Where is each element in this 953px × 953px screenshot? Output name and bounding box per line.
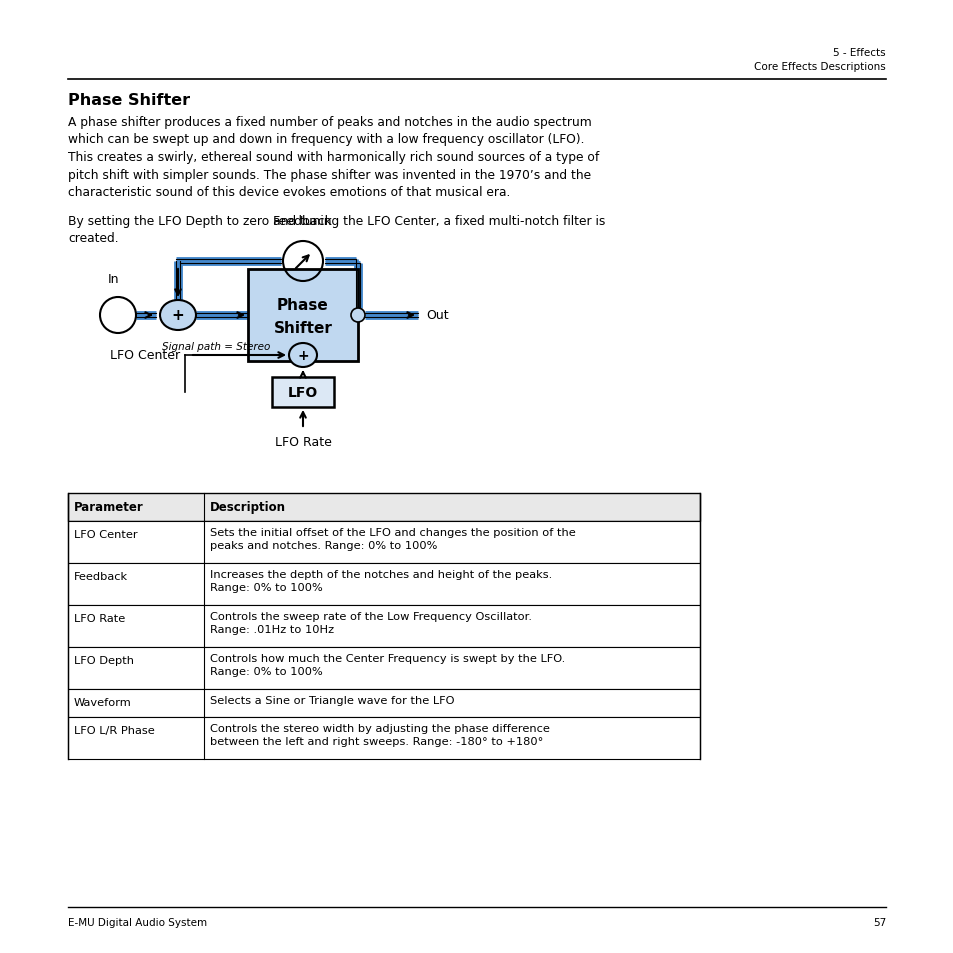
Ellipse shape xyxy=(289,344,316,368)
Text: Controls the sweep rate of the Low Frequency Oscillator.
Range: .01Hz to 10Hz: Controls the sweep rate of the Low Frequ… xyxy=(210,612,532,635)
Text: LFO L/R Phase: LFO L/R Phase xyxy=(74,725,154,735)
Text: E-MU Digital Audio System: E-MU Digital Audio System xyxy=(68,917,207,927)
Bar xyxy=(248,270,357,361)
Text: Shifter: Shifter xyxy=(274,321,332,336)
Text: Controls the stereo width by adjusting the phase difference
between the left and: Controls the stereo width by adjusting t… xyxy=(210,723,549,746)
Text: Signal path = Stereo: Signal path = Stereo xyxy=(162,341,270,352)
Ellipse shape xyxy=(160,301,195,331)
Text: LFO Rate: LFO Rate xyxy=(74,614,125,623)
Bar xyxy=(68,563,700,605)
Text: LFO: LFO xyxy=(288,386,317,399)
Bar xyxy=(68,494,700,521)
Text: Sets the initial offset of the LFO and changes the position of the
peaks and not: Sets the initial offset of the LFO and c… xyxy=(210,527,575,551)
Bar xyxy=(68,689,700,718)
Text: Controls how much the Center Frequency is swept by the LFO.
Range: 0% to 100%: Controls how much the Center Frequency i… xyxy=(210,654,564,677)
Text: Feedback: Feedback xyxy=(74,572,128,581)
Text: LFO Depth: LFO Depth xyxy=(74,656,133,665)
Text: Core Effects Descriptions: Core Effects Descriptions xyxy=(754,62,885,71)
Bar xyxy=(272,377,334,408)
Circle shape xyxy=(351,309,365,323)
Text: Description: Description xyxy=(210,501,286,514)
Text: Waveform: Waveform xyxy=(74,698,132,707)
Bar xyxy=(68,605,700,647)
Text: Increases the depth of the notches and height of the peaks.
Range: 0% to 100%: Increases the depth of the notches and h… xyxy=(210,569,552,593)
Text: Out: Out xyxy=(426,309,448,322)
Bar xyxy=(68,521,700,563)
Text: +: + xyxy=(172,308,184,323)
Text: Parameter: Parameter xyxy=(74,501,144,514)
Bar xyxy=(68,718,700,760)
Text: +: + xyxy=(297,349,309,363)
Text: 57: 57 xyxy=(872,917,885,927)
Bar xyxy=(68,647,700,689)
Text: LFO Center: LFO Center xyxy=(74,530,137,539)
Text: Feedback: Feedback xyxy=(273,214,333,228)
Text: In: In xyxy=(108,273,120,286)
Text: A phase shifter produces a fixed number of peaks and notches in the audio spectr: A phase shifter produces a fixed number … xyxy=(68,116,598,199)
Text: LFO Center: LFO Center xyxy=(110,349,180,362)
Text: Phase Shifter: Phase Shifter xyxy=(68,92,190,108)
Text: LFO Rate: LFO Rate xyxy=(274,436,331,449)
Text: Selects a Sine or Triangle wave for the LFO: Selects a Sine or Triangle wave for the … xyxy=(210,696,454,705)
Text: Phase: Phase xyxy=(276,298,329,314)
Text: By setting the LFO Depth to zero and tuning the LFO Center, a fixed multi-notch : By setting the LFO Depth to zero and tun… xyxy=(68,214,605,245)
Text: 5 - Effects: 5 - Effects xyxy=(833,48,885,58)
